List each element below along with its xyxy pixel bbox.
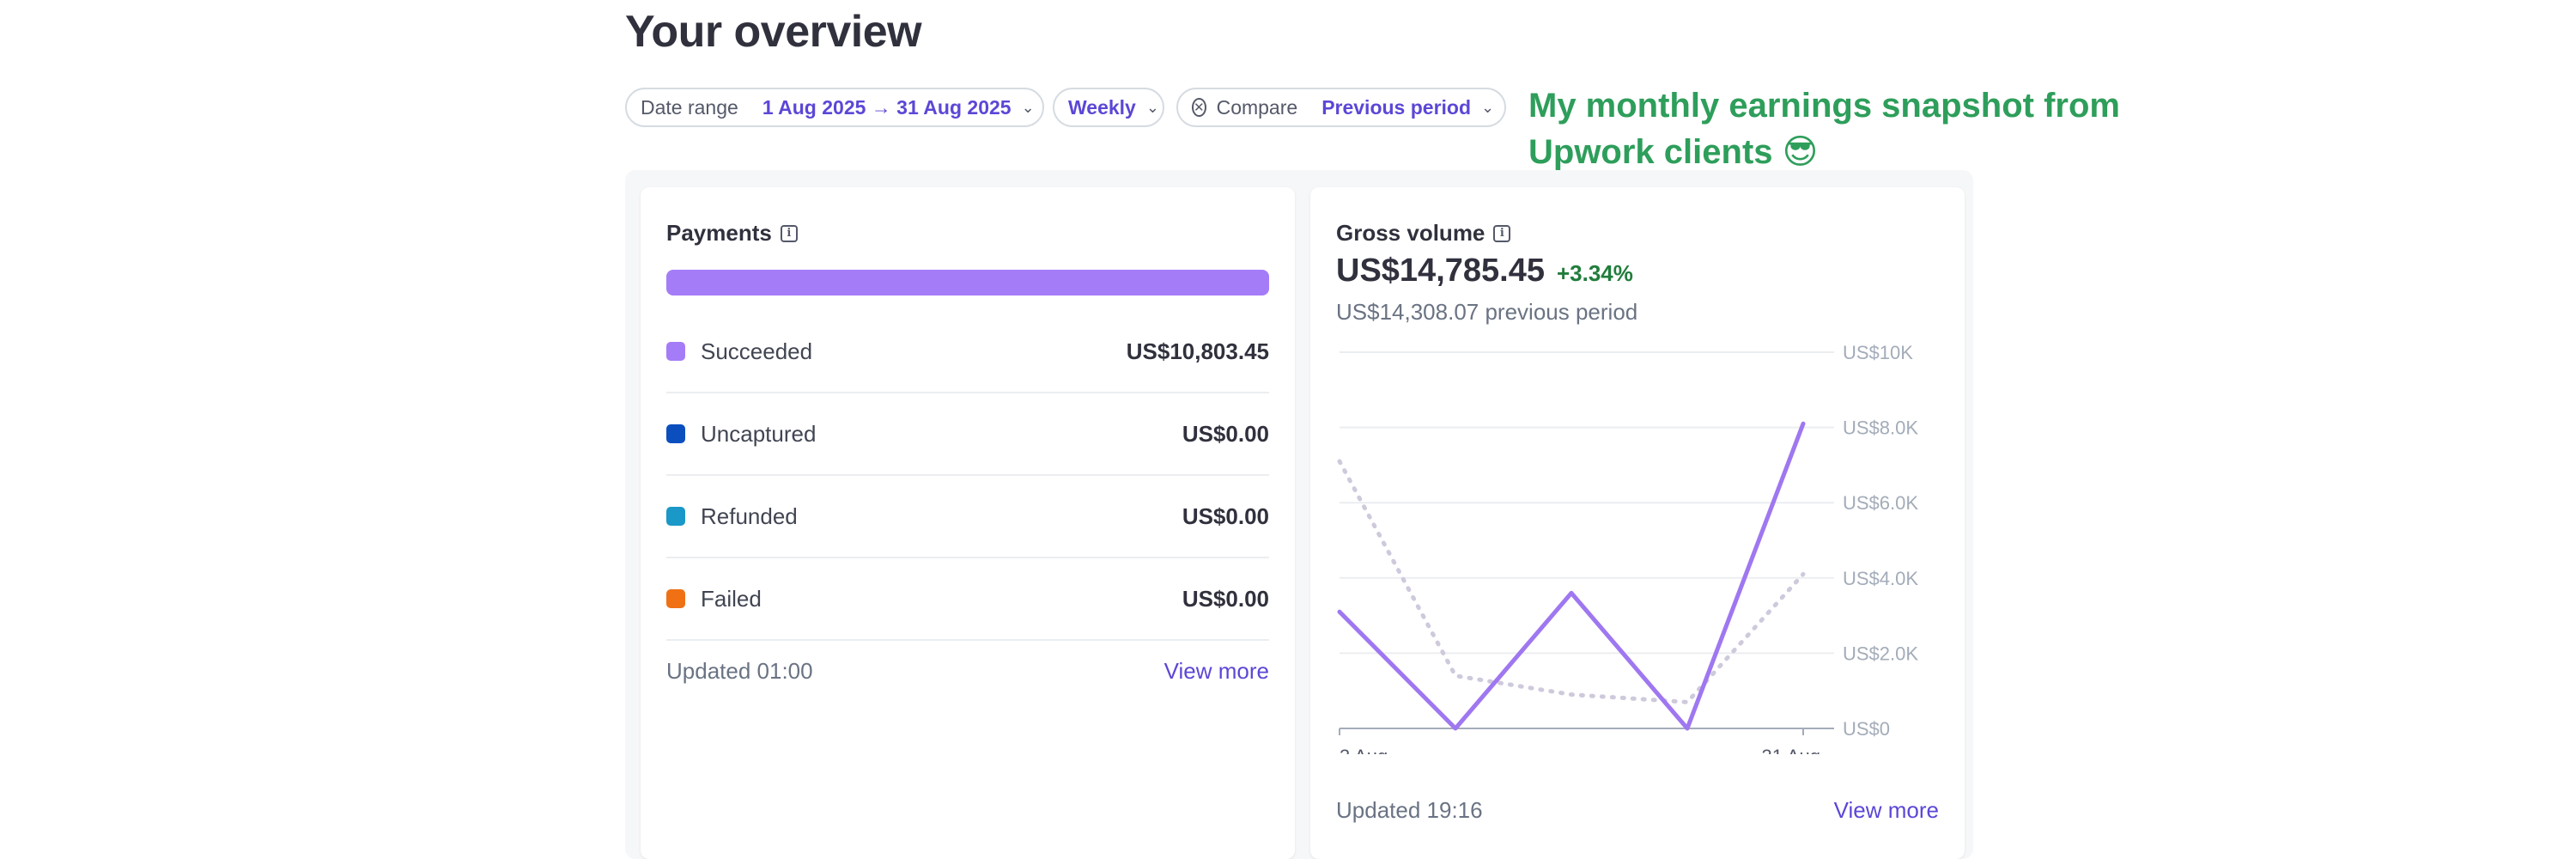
chevron-down-icon: ⌄ [1145, 98, 1159, 116]
payment-row-succeeded[interactable]: Succeeded US$10,803.45 [666, 311, 1269, 393]
payment-status-label: Refunded [701, 503, 798, 529]
x-tick-label-end: 31 Aug [1761, 746, 1820, 754]
status-swatch-icon [666, 507, 685, 526]
payments-footer: Updated 01:00 View more [666, 658, 1269, 685]
payment-amount: US$0.00 [1182, 503, 1269, 529]
annotation-text: My monthly earnings snapshot from Upwork… [1528, 87, 2120, 171]
close-circle-icon[interactable]: ✕ [1192, 98, 1206, 117]
payment-status-label: Failed [701, 585, 762, 612]
current-period-line [1337, 421, 1806, 731]
gross-volume-chart[interactable]: US$0 US$2.0K US$4.0K US$6.0K US$8.0K US$10K 3 … [1310, 187, 1965, 754]
gross-volume-card: Gross volume i US$14,785.45 +3.34% US$14… [1310, 187, 1965, 859]
compare-value: Previous period [1321, 95, 1472, 119]
status-swatch-icon [666, 589, 685, 608]
payment-amount: US$10,803.45 [1126, 338, 1269, 364]
gross-change-badge: +3.34% [1556, 260, 1633, 286]
y-tick-label: US$2.0K [1843, 643, 1918, 664]
info-icon[interactable]: i [780, 224, 798, 242]
gross-title: Gross volume [1336, 220, 1485, 246]
chevron-down-icon: ⌄ [1021, 98, 1035, 116]
payment-amount: US$0.00 [1182, 420, 1269, 447]
compare-filter[interactable]: ✕ Compare Previous period ⌄ [1176, 88, 1506, 127]
previous-period-line [1337, 459, 1806, 704]
info-icon[interactable]: i [1493, 224, 1511, 242]
gross-footer: Updated 19:16 View more [1336, 797, 1939, 824]
page-title: Your overview [625, 7, 922, 57]
status-swatch-icon [666, 342, 685, 361]
payments-updated: Updated 01:00 [666, 658, 813, 684]
payment-row-refunded[interactable]: Refunded US$0.00 [666, 476, 1269, 558]
y-tick-label: US$0 [1843, 718, 1890, 740]
status-swatch-icon [666, 424, 685, 443]
payment-row-failed[interactable]: Failed US$0.00 [666, 558, 1269, 641]
date-range-filter[interactable]: Date range 1 Aug 2025 → 31 Aug 2025 ⌄ [625, 88, 1044, 127]
payment-status-label: Uncaptured [701, 420, 817, 447]
date-range-value: 1 Aug 2025 → 31 Aug 2025 [762, 95, 1012, 119]
payment-row-uncaptured[interactable]: Uncaptured US$0.00 [666, 393, 1269, 476]
payments-card: Payments i Succeeded US$10,803.45 Uncaptur… [641, 187, 1295, 859]
gross-title-wrap: Gross volume i [1336, 220, 1511, 247]
date-range-label: Date range [641, 95, 738, 119]
gross-updated: Updated 19:16 [1336, 797, 1483, 823]
gross-view-more-link[interactable]: View more [1833, 797, 1939, 823]
interval-filter[interactable]: Weekly ⌄ [1053, 88, 1164, 127]
payment-amount: US$0.00 [1182, 585, 1269, 612]
interval-value: Weekly [1068, 95, 1136, 119]
payments-title: Payments [666, 220, 772, 246]
gross-amount-wrap: US$14,785.45 +3.34% [1336, 253, 1633, 289]
y-tick-label: US$6.0K [1843, 492, 1918, 514]
payments-breakdown-bar[interactable] [666, 270, 1269, 295]
payment-status-label: Succeeded [701, 338, 813, 364]
gross-amount: US$14,785.45 [1336, 253, 1545, 289]
payments-title-wrap: Payments i [666, 220, 798, 247]
y-tick-label: US$8.0K [1843, 417, 1918, 439]
chevron-down-icon: ⌄ [1481, 98, 1495, 116]
payments-view-more-link[interactable]: View more [1163, 658, 1269, 684]
y-tick-label: US$10K [1843, 342, 1913, 363]
y-tick-label: US$4.0K [1843, 568, 1918, 589]
x-tick-label-start: 3 Aug [1340, 746, 1388, 754]
compare-label: Compare [1216, 95, 1298, 119]
gross-previous-period: US$14,308.07 previous period [1336, 299, 1638, 325]
